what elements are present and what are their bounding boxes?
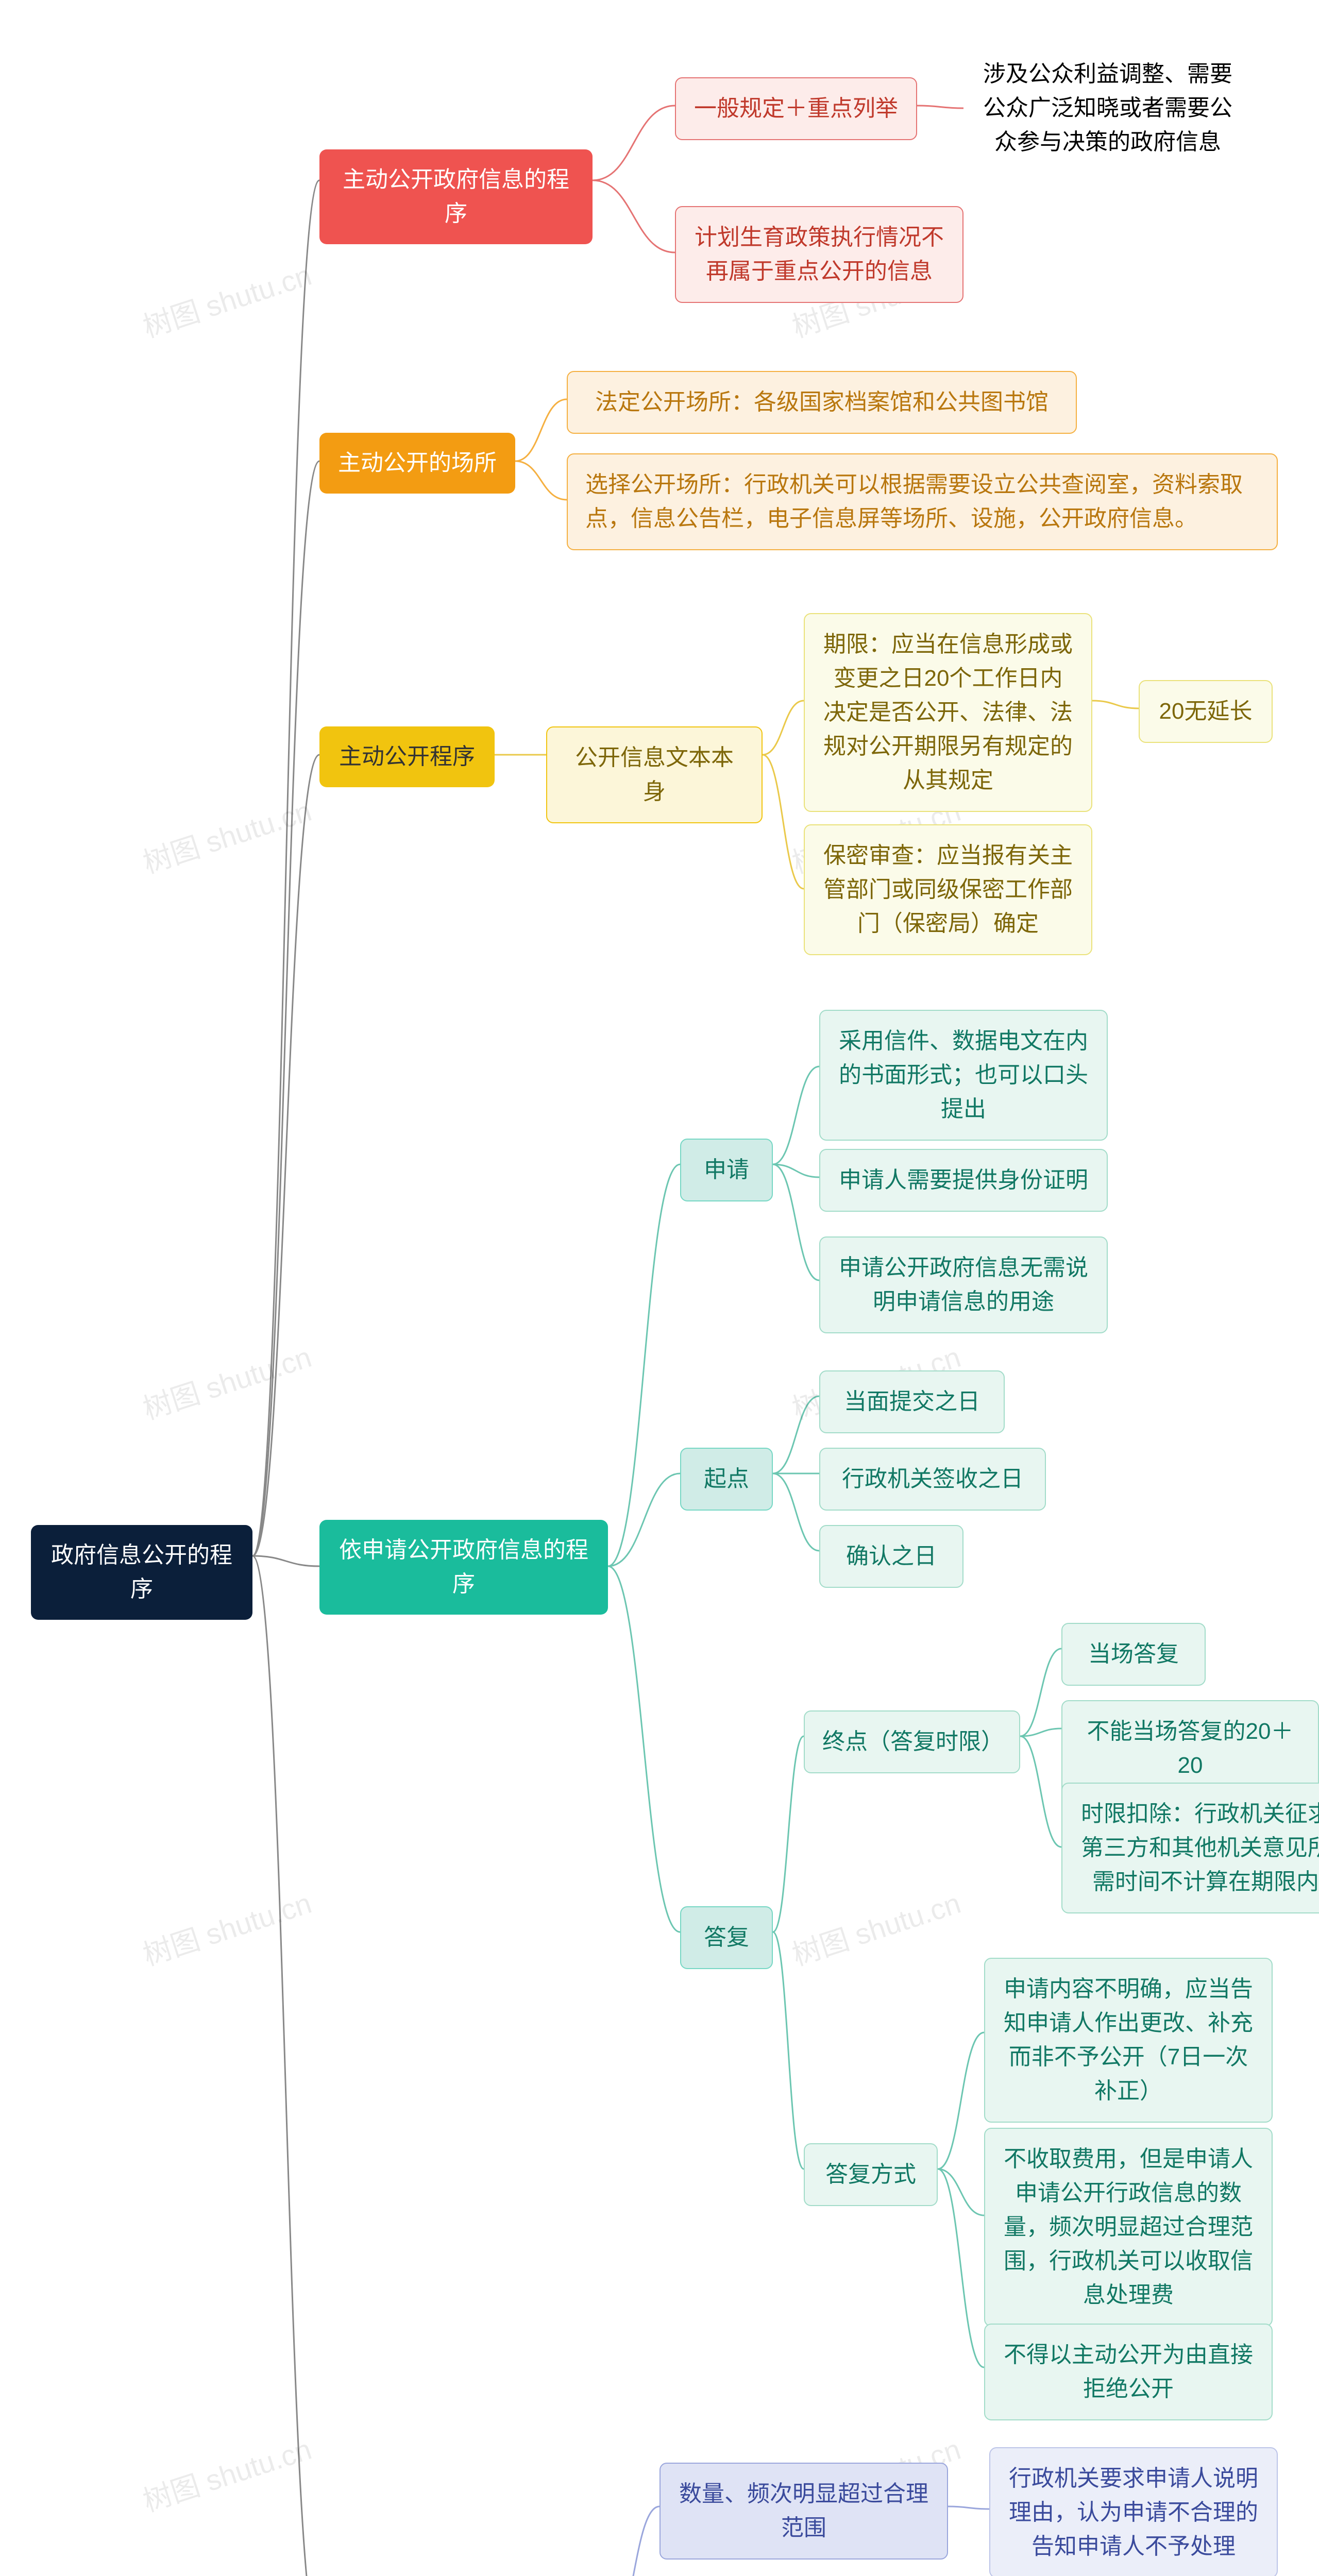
b3c1b: 保密审查：应当报有关主管部门或同级保密工作部门（保密局）确定 — [804, 824, 1092, 955]
watermark: 树图 shutu.cn — [137, 1880, 316, 1974]
b4c1b: 申请人需要提供身份证明 — [819, 1149, 1108, 1212]
b1: 主动公开政府信息的程序 — [319, 149, 593, 244]
root-node: 政府信息公开的程序 — [31, 1525, 252, 1620]
b4c3a: 终点（答复时限） — [804, 1710, 1020, 1773]
b4c2a: 当面提交之日 — [819, 1370, 1005, 1433]
b4c2: 起点 — [680, 1448, 773, 1511]
b4c3b1: 申请内容不明确，应当告知申请人作出更改、补充而非不予公开（7日一次补正） — [984, 1958, 1273, 2123]
b4c2b: 行政机关签收之日 — [819, 1448, 1046, 1511]
b5c1: 数量、频次明显超过合理范围 — [660, 2463, 948, 2560]
b1c1: 一般规定＋重点列举 — [675, 77, 917, 140]
b5c1a: 行政机关要求申请人说明理由，认为申请不合理的告知申请人不予处理 — [989, 2447, 1278, 2576]
b4c3b3: 不得以主动公开为由直接拒绝公开 — [984, 2324, 1273, 2420]
b2c1: 法定公开场所：各级国家档案馆和公共图书馆 — [567, 371, 1077, 434]
b4c3b: 答复方式 — [804, 2143, 938, 2206]
watermark: 树图 shutu.cn — [137, 1334, 316, 1428]
b1c2: 计划生育政策执行情况不再属于重点公开的信息 — [675, 206, 963, 303]
b2: 主动公开的场所 — [319, 433, 515, 494]
b1c1a: 涉及公众利益调整、需要公众广泛知晓或者需要公众参与决策的政府信息 — [963, 41, 1252, 175]
b3: 主动公开程序 — [319, 726, 495, 787]
b4c3a3: 时限扣除：行政机关征求第三方和其他机关意见所需时间不计算在期限内 — [1061, 1783, 1319, 1913]
b4c1: 申请 — [680, 1139, 773, 1201]
b4c3: 答复 — [680, 1906, 773, 1969]
mindmap-canvas: 树图 shutu.cn 树图 shutu.cn 树图 shutu.cn 树图 shut… — [0, 0, 1319, 2576]
watermark: 树图 shutu.cn — [137, 252, 316, 346]
b4: 依申请公开政府信息的程序 — [319, 1520, 608, 1615]
b4c1a: 采用信件、数据电文在内的书面形式；也可以口头提出 — [819, 1010, 1108, 1141]
b2c2: 选择公开场所：行政机关可以根据需要设立公共查阅室，资料索取点，信息公告栏，电子信… — [567, 453, 1278, 550]
b4c2c: 确认之日 — [819, 1525, 963, 1588]
watermark: 树图 shutu.cn — [137, 2427, 316, 2520]
b4c3a1: 当场答复 — [1061, 1623, 1206, 1686]
watermark: 树图 shutu.cn — [786, 1880, 966, 1974]
b3c1a: 期限：应当在信息形成或变更之日20个工作日内决定是否公开、法律、法规对公开期限另… — [804, 613, 1092, 812]
b4c1c: 申请公开政府信息无需说明申请信息的用途 — [819, 1236, 1108, 1333]
b4c3b2: 不收取费用，但是申请人申请公开行政信息的数量，频次明显超过合理范围，行政机关可以… — [984, 2128, 1273, 2327]
b3c1: 公开信息文本本身 — [546, 726, 763, 823]
watermark: 树图 shutu.cn — [137, 788, 316, 882]
b3c1a1: 20无延长 — [1139, 680, 1273, 743]
